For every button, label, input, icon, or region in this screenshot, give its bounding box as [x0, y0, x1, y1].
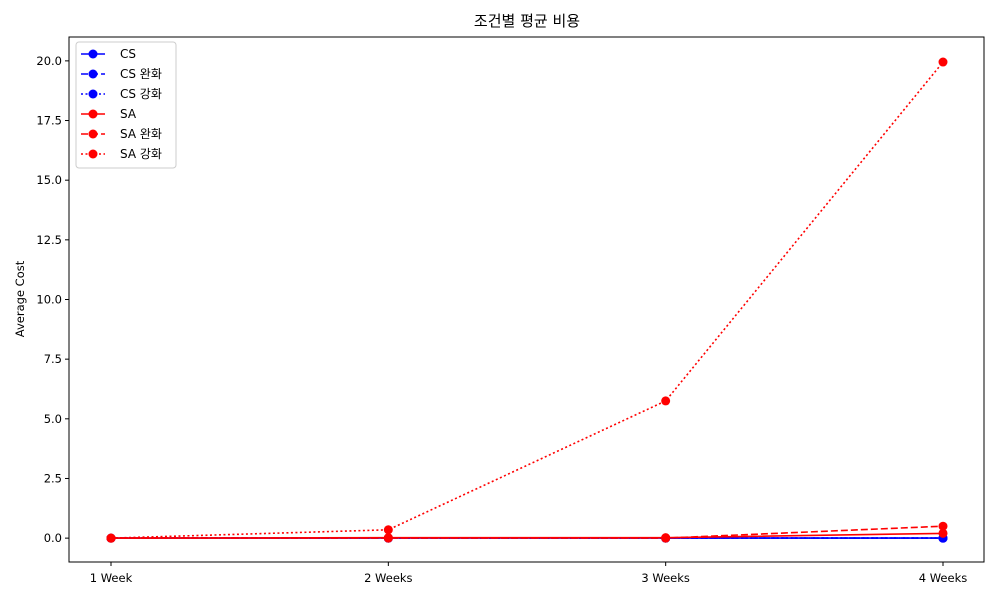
legend-label-cs-강화: CS 강화 — [120, 87, 162, 101]
x-tick-label: 3 Weeks — [641, 571, 689, 585]
legend-label-cs: CS — [120, 47, 136, 61]
chart-title: 조건별 평균 비용 — [474, 12, 580, 30]
legend-label-sa-완화: SA 완화 — [120, 127, 162, 141]
y-tick-label: 7.5 — [44, 352, 62, 366]
legend-marker-cs-강화 — [88, 89, 98, 99]
x-tick-label: 1 Week — [90, 571, 133, 585]
series-line-sa-완화 — [111, 525, 944, 539]
x-tick-label: 2 Weeks — [364, 571, 412, 585]
legend-marker-sa-강화 — [88, 149, 98, 159]
legend-label-cs-완화: CS 완화 — [120, 67, 162, 81]
y-tick-label: 0.0 — [44, 531, 62, 545]
legend-label-sa-강화: SA 강화 — [120, 147, 162, 161]
y-tick-label: 5.0 — [44, 412, 62, 426]
plot-area: 1 Week 2 Weeks 3 Weeks 4 Weeks 0.0 2.5 5.0 7.5 1… — [36, 36, 985, 585]
legend-marker-sa — [88, 109, 98, 119]
series-point-sa — [938, 528, 948, 538]
series-point-sa-완화 — [383, 533, 393, 543]
x-tick-label: 4 Weeks — [919, 571, 967, 585]
series-point-sa-완화 — [661, 533, 671, 543]
series-point-sa-강화 — [938, 57, 948, 67]
y-tick-label: 15.0 — [36, 173, 62, 187]
series-point-sa-강화 — [661, 396, 671, 406]
series-line-sa-강화 — [110, 61, 944, 539]
series-point-sa-강화 — [383, 525, 393, 535]
y-tick-label: 20.0 — [36, 54, 62, 68]
y-tick-label: 10.0 — [36, 293, 62, 307]
y-axis-label: Average Cost — [13, 260, 27, 337]
legend-label-sa: SA — [120, 107, 137, 121]
series-point-sa-강화 — [106, 533, 116, 543]
y-tick-label: 17.5 — [36, 114, 62, 128]
legend-marker-cs-완화 — [88, 69, 98, 79]
series-point-sa-완화 — [938, 521, 948, 531]
y-tick-label: 2.5 — [44, 471, 62, 485]
legend-marker-sa-완화 — [88, 129, 98, 139]
legend-marker-cs — [88, 49, 98, 59]
y-tick-label: 12.5 — [36, 233, 62, 247]
